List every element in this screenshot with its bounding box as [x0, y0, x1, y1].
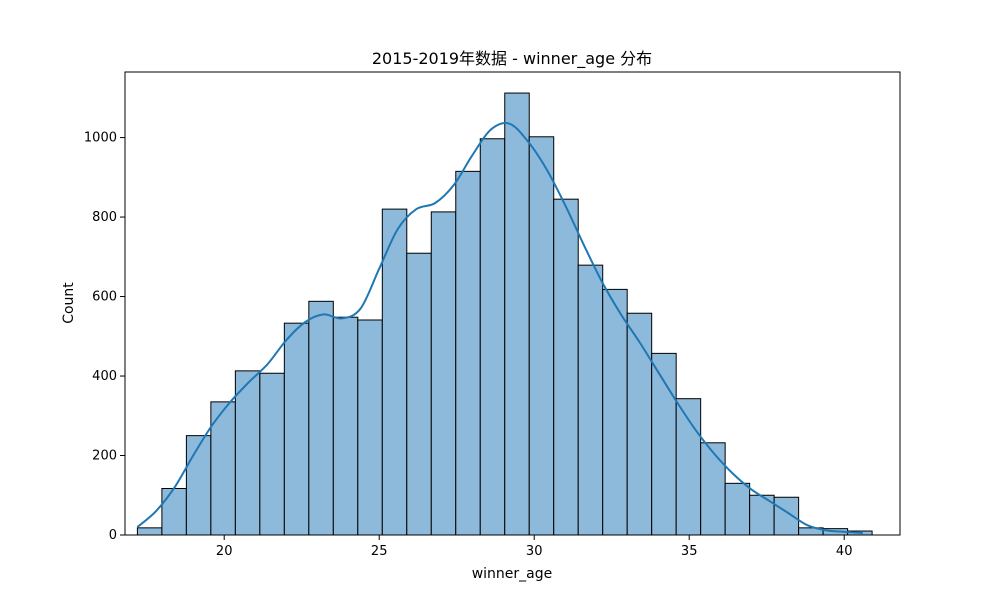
histogram-bar	[479, 138, 506, 536]
y-tick-label: 200	[92, 449, 117, 464]
histogram-bar	[430, 211, 457, 536]
chart-title: 2015-2019年数据 - winner_age 分布	[372, 49, 652, 69]
histogram-bar	[332, 316, 359, 536]
plot-frame	[124, 71, 901, 536]
x-tick-label: 25	[371, 544, 388, 559]
histogram-bar	[283, 322, 310, 536]
y-axis-label: Count	[61, 282, 77, 324]
y-axis-ticks: 0 200 400 600 800 1000	[84, 131, 125, 543]
kde-line	[136, 122, 863, 535]
histogram-bar	[136, 527, 163, 536]
histogram-bar	[234, 370, 261, 536]
kde-group	[136, 122, 863, 535]
x-tick-label: 40	[836, 544, 853, 559]
histogram-bar	[455, 170, 481, 536]
x-tick-label: 35	[681, 544, 698, 559]
histogram-bar	[700, 442, 726, 536]
histogram-bar	[357, 319, 383, 536]
histogram-bar	[381, 208, 408, 536]
histogram-bar	[626, 312, 653, 536]
histogram-bar	[504, 92, 530, 536]
x-tick-label: 30	[526, 544, 543, 559]
histogram-bar	[185, 435, 212, 536]
histogram-bar	[406, 252, 432, 536]
histogram-bar	[724, 482, 751, 536]
bars-group	[136, 92, 873, 536]
histogram-bar	[553, 198, 579, 536]
histogram-bar	[259, 372, 285, 536]
histogram-bar	[161, 488, 187, 536]
histogram-bar	[602, 288, 628, 536]
y-tick-label: 400	[92, 369, 117, 384]
histogram-bar	[308, 300, 334, 536]
y-tick-label: 0	[109, 528, 117, 543]
histogram-bar	[773, 496, 800, 536]
histogram-bar	[528, 136, 555, 536]
y-tick-label: 800	[92, 210, 117, 225]
histogram-bar	[651, 352, 677, 536]
x-tick-label: 20	[216, 544, 233, 559]
y-tick-label: 1000	[84, 131, 117, 146]
x-axis-ticks: 20 25 30 35 40	[216, 535, 853, 559]
histogram-bar	[577, 264, 604, 536]
x-axis-label: winner_age	[472, 566, 553, 582]
y-tick-label: 600	[92, 290, 117, 305]
histogram-bar	[210, 401, 236, 536]
